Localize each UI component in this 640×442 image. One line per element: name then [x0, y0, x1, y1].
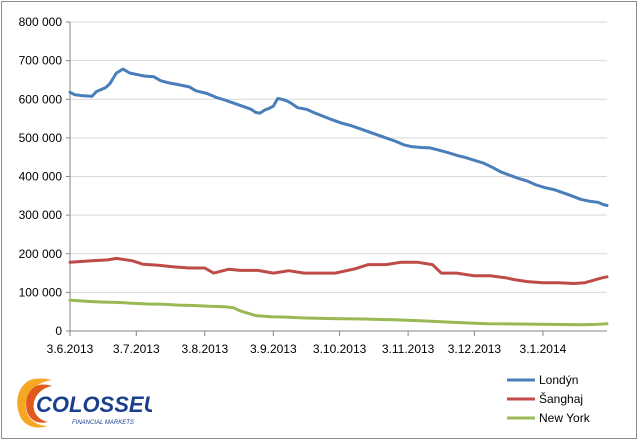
y-tick-label: 0	[55, 324, 62, 338]
legend-label-sanghaj: Šanghaj	[539, 391, 583, 406]
y-axis-tick-labels: 0 100 000 200 000 300 000 400 000 500 000 600 …	[19, 15, 63, 338]
logo-tagline: FINANCIAL MARKETS	[72, 420, 134, 426]
series-lines	[68, 67, 609, 327]
y-tick-label: 200 000	[19, 247, 63, 261]
legend-label-new-york: New York	[539, 411, 591, 425]
y-tick-label: 800 000	[19, 15, 63, 29]
x-tick-label: 3.6.2013	[47, 342, 94, 356]
y-tick-label: 700 000	[19, 54, 63, 68]
x-tick-label: 3.9.2013	[250, 342, 297, 356]
y-tick-label: 600 000	[19, 92, 63, 106]
logo-wordmark: COLOSSEUM	[36, 392, 152, 417]
y-tick-label: 400 000	[19, 170, 63, 184]
x-tick-label: 3.12.2013	[448, 342, 502, 356]
x-tick-label: 3.1.2014	[520, 342, 567, 356]
series-line-sanghaj	[68, 256, 609, 285]
y-tick-label: 100 000	[19, 285, 63, 299]
x-tick-label: 3.7.2013	[113, 342, 160, 356]
logo-swoosh-inner	[26, 384, 52, 423]
colosseum-logo: COLOSSEUM FINANCIAL MARKETS	[12, 372, 152, 432]
x-tick-label: 3.8.2013	[181, 342, 228, 356]
legend-label-londyn: Londýn	[539, 373, 578, 387]
logo-swoosh-outer	[17, 378, 52, 428]
series-line-new-york	[68, 298, 609, 327]
y-tick-label: 300 000	[19, 208, 63, 222]
x-tick-label: 3.10.2013	[313, 342, 367, 356]
y-tick-label: 500 000	[19, 131, 63, 145]
grid-lines	[70, 21, 607, 293]
series-line-londyn	[68, 67, 609, 207]
legend: Londýn Šanghaj New York	[507, 373, 591, 425]
colosseum-logo-image: COLOSSEUM FINANCIAL MARKETS	[17, 378, 152, 428]
x-axis-tick-labels: 3.6.2013 3.7.2013 3.8.2013 3.9.2013 3.10.201…	[47, 342, 567, 356]
x-tick-label: 3.11.2013	[382, 342, 435, 356]
axes	[66, 21, 607, 336]
